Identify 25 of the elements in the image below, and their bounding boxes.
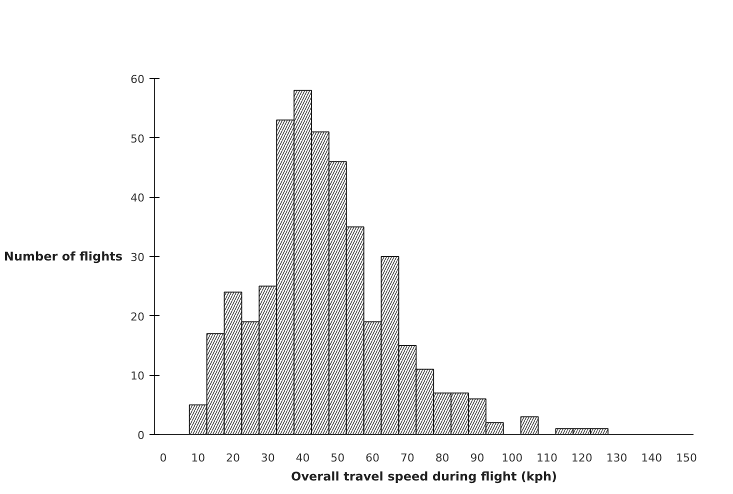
y-tick-label: 40 <box>130 192 145 205</box>
x-tick-label: 80 <box>435 452 450 464</box>
y-tick-label: 10 <box>130 370 145 383</box>
x-tick-label: 10 <box>191 452 206 464</box>
x-tick-label: 110 <box>536 452 558 464</box>
y-tick-label: 60 <box>130 73 145 86</box>
x-tick-label: 40 <box>296 452 310 464</box>
x-tick-label: 90 <box>470 452 484 464</box>
y-tick-label: 30 <box>130 251 145 264</box>
x-axis-title: Overall travel speed during flight (kph) <box>291 470 557 484</box>
x-tick-label: 120 <box>571 452 592 464</box>
x-tick-label: 60 <box>366 452 380 464</box>
y-tick-label: 50 <box>130 132 145 146</box>
x-tick-label: 30 <box>260 452 275 464</box>
x-tick-label: 20 <box>226 452 240 464</box>
x-tick-label: 100 <box>502 452 523 464</box>
x-tick-label: 150 <box>676 452 698 464</box>
y-axis-title: Number of flights <box>4 250 123 264</box>
y-tick-label: 20 <box>130 310 145 324</box>
x-tick-label: 0 <box>160 452 167 464</box>
y-tick-label: 0 <box>138 429 144 442</box>
x-tick-label: 130 <box>606 452 628 464</box>
x-tick-label: 70 <box>400 452 414 464</box>
x-tick-label: 140 <box>641 452 662 464</box>
x-tick-label: 50 <box>330 452 345 464</box>
